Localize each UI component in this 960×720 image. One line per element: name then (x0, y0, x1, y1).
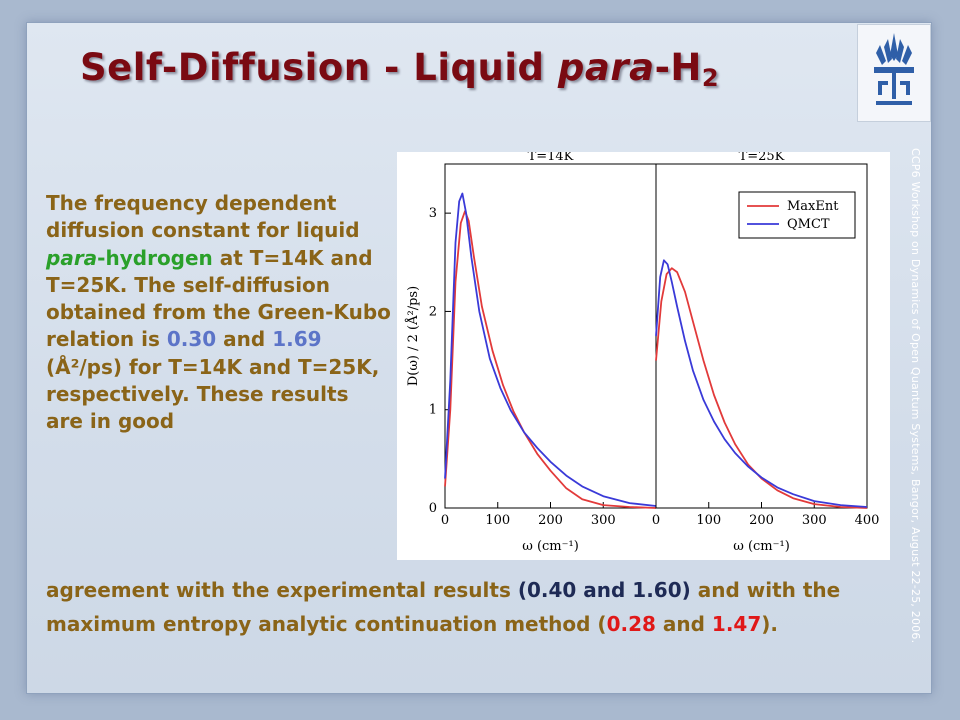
panel-title-1: T=14K (528, 152, 574, 164)
university-logo-icon (857, 24, 931, 122)
diffusion-figure: T=14K 0 100 200 300 ω (cm⁻¹) 0 1 2 3 D(ω) / 2 (Å²/… (397, 152, 890, 560)
y-tick-label: 3 (429, 206, 437, 221)
legend-label-qmct: QMCT (787, 217, 830, 232)
experimental-values: (0.40 and 1.60) (517, 578, 691, 602)
conclusion-paragraph: agreement with the experimental results … (46, 578, 841, 636)
maxent-value-14k: 0.28 (606, 612, 656, 636)
y-tick-label: 0 (429, 501, 437, 516)
workshop-caption: CCP6 Workshop on Dynamics of Open Quantu… (909, 148, 922, 644)
x-tick-label: 200 (749, 513, 774, 528)
plot-frame-1 (444, 163, 657, 509)
x-tick-label: 200 (538, 513, 563, 528)
legend-box (738, 191, 856, 239)
x-tick-label: 400 (855, 513, 880, 528)
y-tick-label: 2 (429, 304, 437, 319)
x-tick-label: 100 (696, 513, 721, 528)
series-line-qmct-1 (444, 192, 657, 507)
diffusion-chart-svg: T=14K 0 100 200 300 ω (cm⁻¹) 0 1 2 3 D(ω) / 2 (Å²/… (405, 152, 880, 554)
slide-title: Self-Diffusion - Liquid para-H2 (80, 46, 720, 92)
maxent-value-25k: 1.47 (711, 612, 762, 636)
legend-label-maxent: MaxEnt (787, 199, 839, 214)
series-line-maxent-2 (655, 267, 868, 509)
x-tick-label: 100 (485, 513, 510, 528)
diffusion-value-25k: 1.69 (272, 327, 322, 352)
x-tick-label: 0 (441, 513, 449, 528)
series-line-qmct-2 (655, 259, 868, 508)
x-tick-label: 300 (591, 513, 616, 528)
series-line-maxent-1 (444, 210, 657, 509)
x-tick-label: 0 (652, 513, 660, 528)
description-paragraph: The frequency dependent diffusion consta… (46, 191, 391, 434)
y-axis-label: D(ω) / 2 (Å²/ps) (405, 286, 421, 386)
diffusion-value-14k: 0.30 (166, 327, 217, 352)
y-tick-label: 1 (429, 403, 437, 418)
x-axis-label-2: ω (cm⁻¹) (733, 539, 790, 554)
x-axis-label-1: ω (cm⁻¹) (522, 539, 579, 554)
x-tick-label: 300 (802, 513, 827, 528)
panel-title-2: T=25K (739, 152, 785, 164)
